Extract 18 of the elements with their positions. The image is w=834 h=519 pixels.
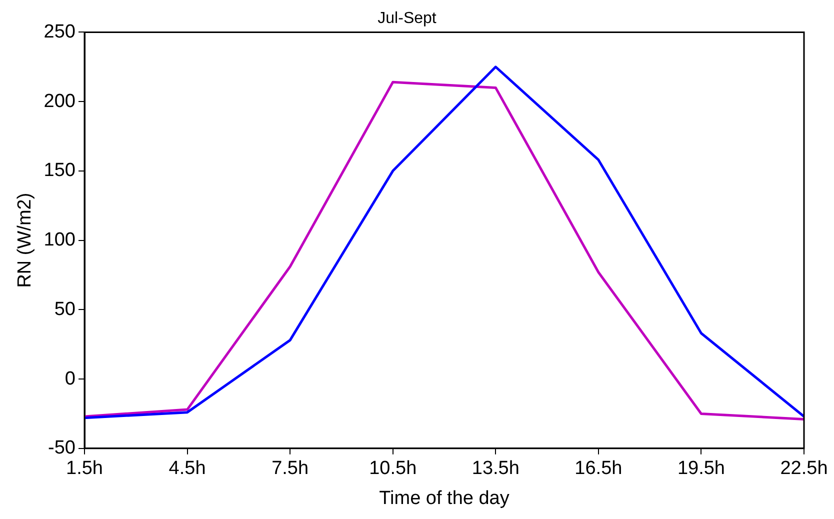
x-tick-label: 1.5h [66,458,103,480]
x-tick-label: 10.5h [369,458,417,480]
y-tick-label: 150 [44,160,76,182]
chart-title: Jul-Sept [378,10,437,28]
y-axis-title: RN (W/m2) [14,192,36,288]
x-tick-label: 7.5h [272,458,309,480]
x-tick-label: 13.5h [472,458,520,480]
y-tick-label: 250 [44,21,76,42]
x-tick-label: 16.5h [574,458,622,480]
x-axis-title: Time of the day [379,488,510,509]
y-tick-label: 200 [44,90,76,112]
x-tick-label: 22.5h [780,458,828,480]
y-tick-label: 0 [64,368,76,390]
y-tick-label: -50 [48,438,76,459]
y-tick-label: 100 [44,230,76,251]
y-tick-label: 50 [54,298,76,320]
x-tick-label: 19.5h [677,458,725,480]
x-tick-label: 4.5h [168,458,206,480]
